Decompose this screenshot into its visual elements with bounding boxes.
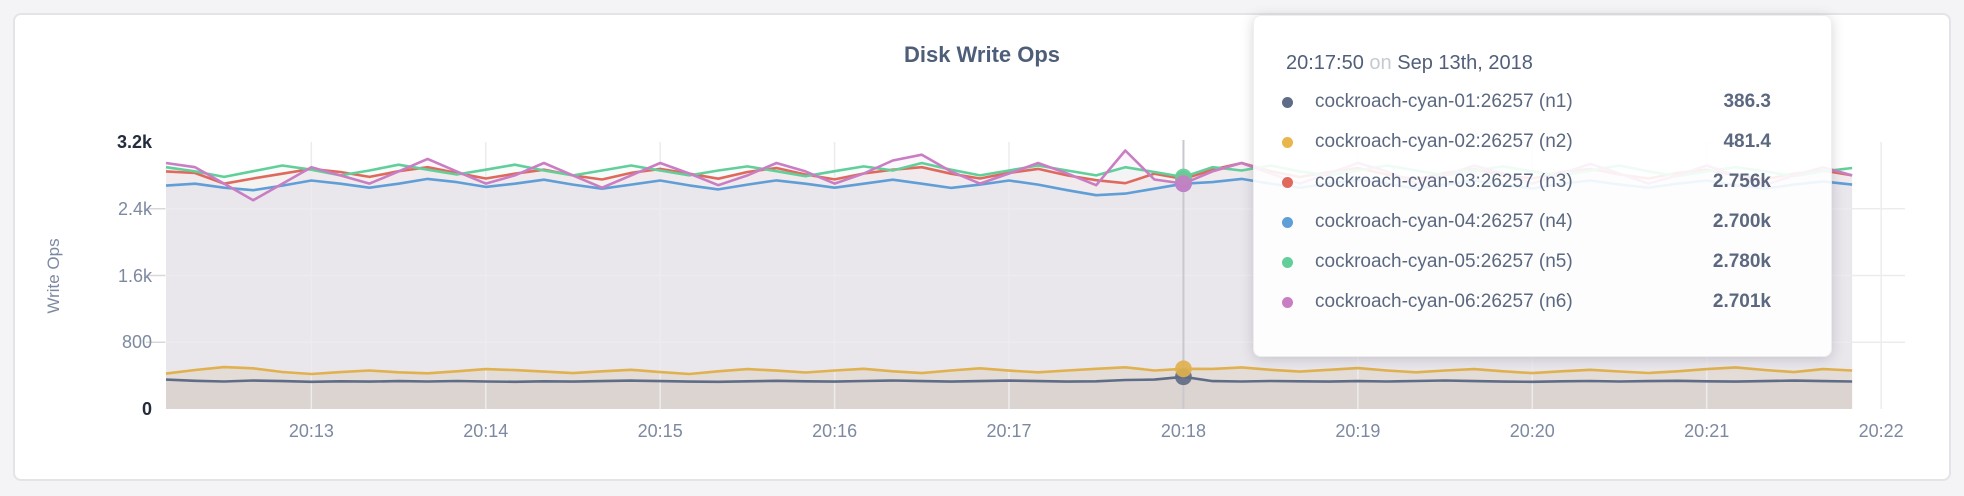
tooltip-time: 20:17:50: [1286, 52, 1364, 74]
series-label: cockroach-cyan-02:26257 (n2): [1315, 131, 1573, 152]
y-tick-label: 1.6k: [117, 265, 152, 286]
series-value: 2.780k: [1712, 251, 1771, 272]
series-label: cockroach-cyan-04:26257 (n4): [1315, 211, 1573, 232]
x-tick-label: 20:20: [1509, 421, 1555, 441]
x-tick-label: 20:16: [812, 421, 858, 441]
tooltip-series-row: cockroach-cyan-01:26257 (n1) 386.3: [1282, 82, 1771, 122]
tooltip-conjunction: on: [1369, 52, 1392, 74]
x-tick-label: 20:17: [986, 421, 1032, 441]
tooltip-rows: cockroach-cyan-01:26257 (n1) 386.3 cockroa…: [1282, 82, 1771, 322]
series-value: 2.700k: [1712, 211, 1771, 232]
y-tick-label: 800: [121, 332, 152, 353]
series-value: 2.756k: [1712, 171, 1771, 192]
series-color-dot: [1282, 136, 1293, 148]
series-color-dot: [1282, 216, 1293, 228]
series-label: cockroach-cyan-03:26257 (n3): [1315, 171, 1573, 192]
x-tick-label: 20:13: [288, 421, 334, 441]
tooltip-header: 20:17:50 on Sep 13th, 2018: [1286, 48, 1771, 82]
tooltip-date: Sep 13th, 2018: [1397, 52, 1533, 74]
tooltip-series-row: cockroach-cyan-03:26257 (n3) 2.756k: [1282, 162, 1771, 202]
tooltip-series-row: cockroach-cyan-02:26257 (n2) 481.4: [1282, 122, 1771, 162]
tooltip-series-row: cockroach-cyan-04:26257 (n4) 2.700k: [1282, 202, 1771, 242]
series-color-dot: [1282, 256, 1293, 268]
series-label: cockroach-cyan-06:26257 (n6): [1315, 291, 1573, 312]
series-line-n2: [165, 365, 1853, 376]
tooltip-series-row: cockroach-cyan-05:26257 (n5) 2.780k: [1282, 242, 1771, 282]
series-color-dot: [1282, 176, 1293, 188]
series-color-dot: [1282, 296, 1293, 308]
series-value: 2.701k: [1712, 291, 1771, 312]
chart-tooltip: 20:17:50 on Sep 13th, 2018 cockroach-cya…: [1253, 15, 1832, 357]
series-value: 386.3: [1723, 91, 1771, 112]
x-tick-label: 20:22: [1858, 421, 1904, 441]
hover-point-n2: [1175, 360, 1192, 378]
hover-point-n6: [1175, 175, 1192, 193]
x-tick-label: 20:21: [1684, 421, 1730, 441]
series-label: cockroach-cyan-01:26257 (n1): [1315, 91, 1573, 112]
y-tick-label: 3.2k: [116, 132, 152, 152]
series-label: cockroach-cyan-05:26257 (n5): [1315, 251, 1573, 272]
series-line-n1: [165, 375, 1853, 384]
x-tick-label: 20:19: [1335, 421, 1381, 441]
tooltip-series-row: cockroach-cyan-06:26257 (n6) 2.701k: [1282, 282, 1771, 322]
series-color-dot: [1282, 96, 1293, 108]
x-tick-label: 20:14: [463, 421, 509, 441]
chart-title: Disk Write Ops: [903, 42, 1061, 67]
y-tick-label: 0: [141, 399, 152, 419]
x-tick-label: 20:18: [1160, 421, 1206, 441]
y-tick-label: 2.4k: [117, 198, 152, 219]
series-value: 481.4: [1723, 131, 1771, 152]
x-tick-label: 20:15: [637, 421, 683, 441]
